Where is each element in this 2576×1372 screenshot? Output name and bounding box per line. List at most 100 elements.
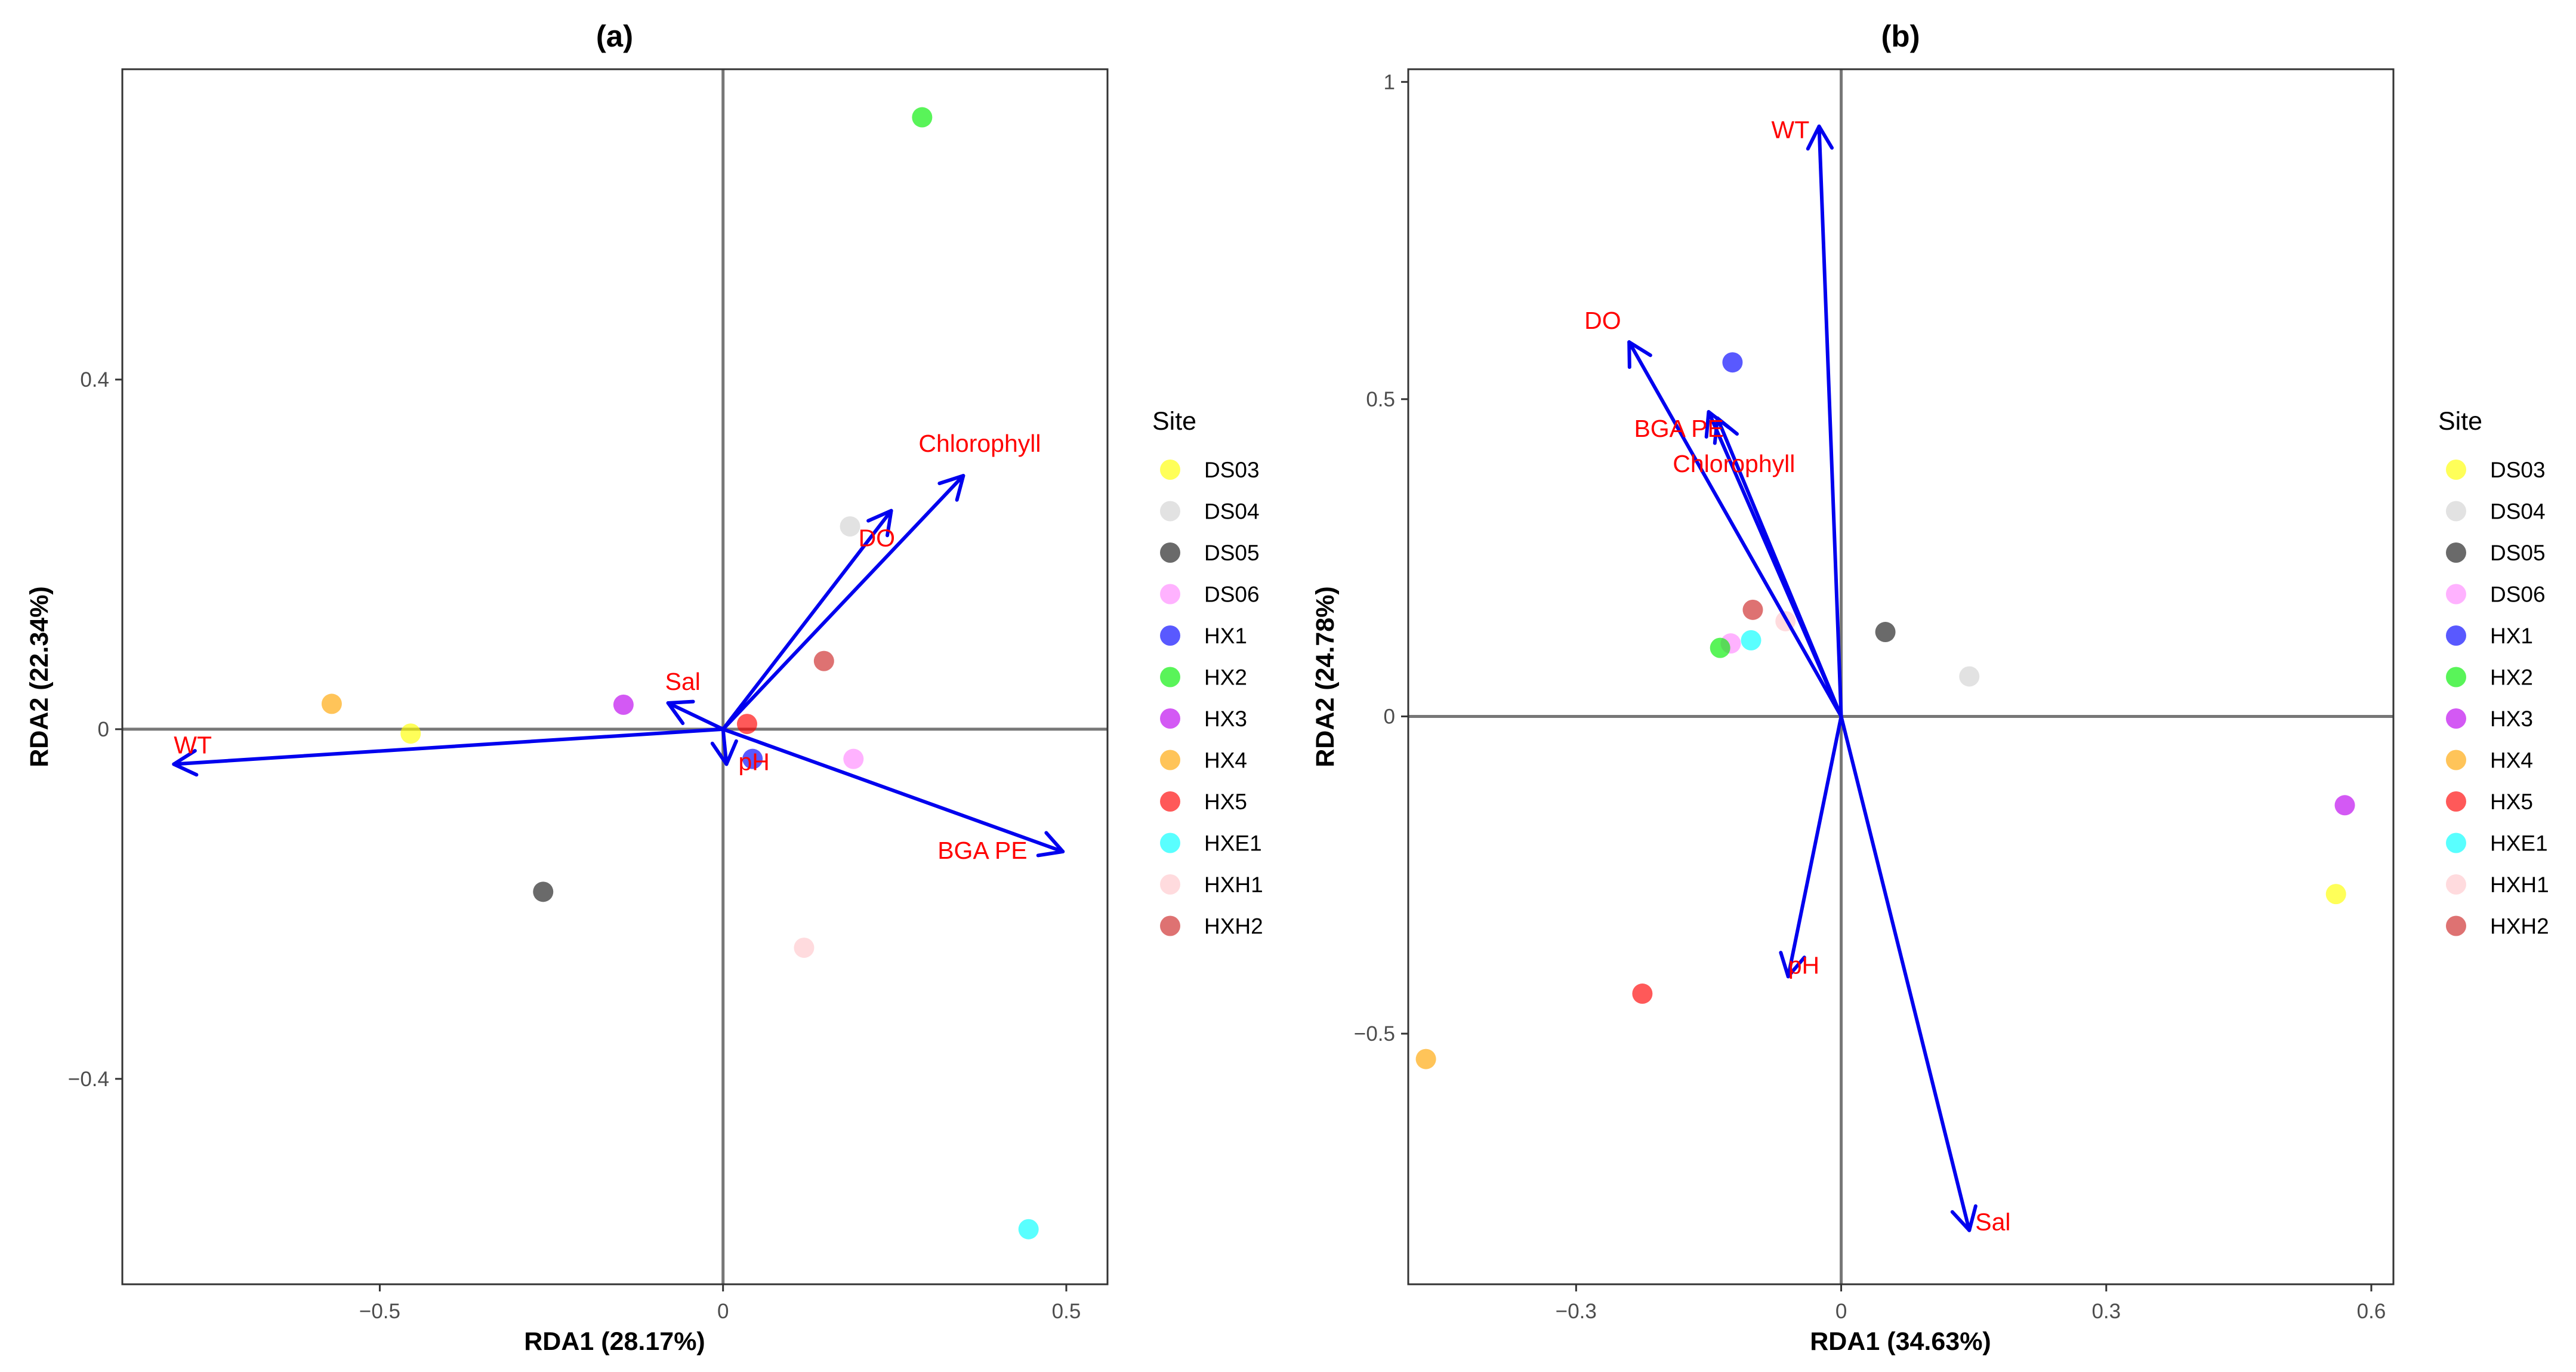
point-hx3 xyxy=(2334,795,2355,816)
y-tick-label: −0.4 xyxy=(68,1068,109,1091)
point-ds04 xyxy=(840,516,860,537)
y-axis-label: RDA2 (22.34%) xyxy=(25,586,54,767)
legend-label-hx2: HX2 xyxy=(2490,665,2533,690)
panel-title: (a) xyxy=(596,19,633,53)
legend-label-hxe1: HXE1 xyxy=(1204,831,1262,856)
legend-marker-hx2 xyxy=(1160,667,1180,687)
x-tick-label: 0.5 xyxy=(1052,1300,1081,1323)
point-hx5 xyxy=(1632,983,1653,1004)
legend-marker-hx3 xyxy=(1160,708,1180,729)
y-tick-label: 0 xyxy=(1384,705,1395,728)
y-tick-label: 0.5 xyxy=(1366,388,1395,411)
panel-border xyxy=(121,68,1109,1285)
y-axis-label: RDA2 (24.78%) xyxy=(1311,586,1340,767)
legend-marker-hx5 xyxy=(2446,791,2466,812)
legend-label-ds06: DS06 xyxy=(2490,582,2546,607)
point-hx4 xyxy=(1415,1049,1436,1069)
point-hx4 xyxy=(321,693,342,714)
arrow-ph xyxy=(721,727,729,766)
plot-area xyxy=(172,107,1065,1240)
x-tick-label: 0 xyxy=(1835,1300,1847,1323)
arrow-chlorophyll xyxy=(1716,416,1843,719)
arrow-label-chlorophyll: Chlorophyll xyxy=(918,430,1041,457)
legend-label-hxh1: HXH1 xyxy=(2490,872,2549,897)
legend-label-hx3: HX3 xyxy=(2490,707,2533,731)
arrowhead-bga-pe xyxy=(1036,831,1065,858)
arrow-sal xyxy=(666,701,725,731)
x-axis-label: RDA1 (34.63%) xyxy=(1810,1327,1991,1356)
legend-marker-hxh2 xyxy=(1160,915,1180,936)
legend-label-hx4: HX4 xyxy=(2490,748,2533,773)
arrowhead-wt xyxy=(172,749,199,777)
legend-label-ds05: DS05 xyxy=(2490,541,2546,565)
arrowhead-ph xyxy=(710,739,738,766)
panel-border xyxy=(1407,68,2395,1285)
arrow-bga-pe xyxy=(721,727,1065,853)
point-hxh1 xyxy=(794,938,815,958)
legend-title: Site xyxy=(1152,407,1196,436)
legend-label-ds03: DS03 xyxy=(2490,458,2546,482)
arrow-label-wt: WT xyxy=(174,731,212,759)
legend-marker-hx1 xyxy=(2446,625,2466,646)
x-tick-label: −0.5 xyxy=(359,1300,400,1323)
legend-marker-hx5 xyxy=(1160,791,1180,812)
legend-marker-hx3 xyxy=(2446,708,2466,729)
x-tick-label: −0.3 xyxy=(1556,1300,1597,1323)
panel-title: (b) xyxy=(1881,19,1920,53)
arrow-label-bga-pe: BGA PE xyxy=(1634,415,1723,442)
legend-label-hx5: HX5 xyxy=(2490,790,2533,814)
legend-label-hx4: HX4 xyxy=(1204,748,1247,773)
arrow-label-ph: pH xyxy=(1788,951,1819,979)
arrow-label-bga-pe: BGA PE xyxy=(937,837,1027,864)
legend-marker-ds06 xyxy=(2446,584,2466,605)
legend-marker-ds04 xyxy=(2446,501,2466,522)
y-tick-label: 0 xyxy=(98,718,109,741)
arrowhead-do xyxy=(1627,340,1652,369)
legend-label-hxh2: HXH2 xyxy=(2490,914,2549,939)
legend-marker-hxe1 xyxy=(1160,833,1180,853)
arrow-wt xyxy=(1817,124,1843,719)
arrowhead-ph xyxy=(1779,951,1806,979)
arrowhead-chlorophyll xyxy=(1713,416,1739,445)
legend-marker-ds03 xyxy=(1160,460,1180,480)
arrow-label-chlorophyll: Chlorophyll xyxy=(1673,450,1795,477)
legend-marker-hxh1 xyxy=(1160,874,1180,895)
legend-label-hx1: HX1 xyxy=(2490,624,2533,648)
arrow-wt xyxy=(172,727,725,766)
point-hxh2 xyxy=(1742,599,1763,620)
legend-marker-hx2 xyxy=(2446,667,2466,687)
arrow-label-wt: WT xyxy=(1772,116,1810,144)
point-ds04 xyxy=(1959,666,1980,687)
arrow-sal xyxy=(1839,714,1972,1232)
legend-label-ds06: DS06 xyxy=(1204,582,1260,607)
point-ds05 xyxy=(533,881,554,902)
arrow-do xyxy=(1627,340,1843,719)
legend-marker-hx4 xyxy=(2446,750,2466,770)
legend-marker-hxh2 xyxy=(2446,915,2466,936)
panel-a: (a) −0.5 0 0.5 −0.4 0 0.4 RDA1 (28.17%) RDA2 (22… xyxy=(25,19,1263,1356)
panel-b: (b) −0.3 0 0.3 0.6 −0.5 0 0.5 1 RDA1 (34.63%) RDA2… xyxy=(1311,19,2549,1356)
plot-area xyxy=(1415,124,2355,1232)
legend-label-hxh1: HXH1 xyxy=(1204,872,1263,897)
point-ds03 xyxy=(400,723,421,744)
legend: Site DS03 DS04 DS05 DS06 HX1 HX2 HX3 HX4 HX5 HXE1 H… xyxy=(1152,407,1263,939)
y-tick-label: 0.4 xyxy=(80,368,109,391)
legend-label-hx2: HX2 xyxy=(1204,665,1247,690)
legend-marker-ds04 xyxy=(1160,501,1180,522)
y-tick-label: 1 xyxy=(1384,70,1395,94)
point-ds03 xyxy=(2325,884,2346,905)
arrow-label-ph: pH xyxy=(738,748,769,775)
x-tick-label: 0.3 xyxy=(2091,1300,2121,1323)
legend-marker-ds05 xyxy=(2446,542,2466,563)
legend-label-ds04: DS04 xyxy=(2490,500,2546,524)
legend-label-ds05: DS05 xyxy=(1204,541,1260,565)
point-hx1 xyxy=(1722,352,1743,373)
legend-marker-hxe1 xyxy=(2446,833,2466,853)
legend-marker-hxh1 xyxy=(2446,874,2466,895)
arrow-label-sal: Sal xyxy=(1975,1208,2010,1236)
arrow-label-do: DO xyxy=(1584,307,1621,334)
legend-label-hx1: HX1 xyxy=(1204,624,1247,648)
point-hxe1 xyxy=(1018,1219,1039,1240)
legend-marker-ds05 xyxy=(1160,542,1180,563)
